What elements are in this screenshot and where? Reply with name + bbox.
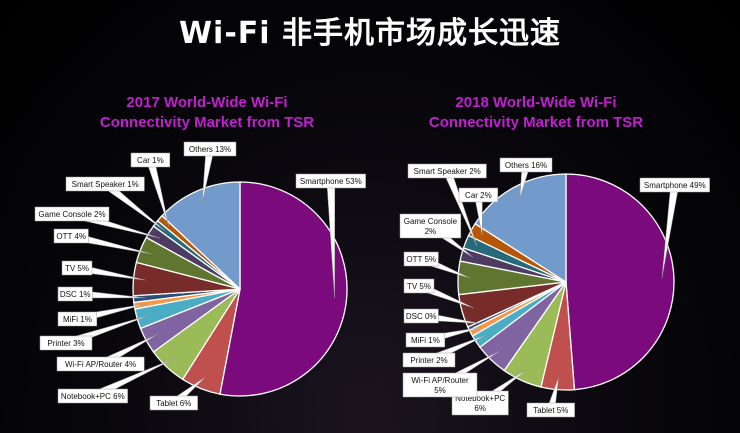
callout-box	[403, 308, 439, 324]
slice-label: Game Console 2%	[38, 210, 105, 219]
callout-pointer	[146, 158, 169, 227]
slice-label: MiFi 1%	[411, 336, 440, 345]
callout-box	[405, 332, 446, 348]
callout-box	[53, 228, 89, 244]
callout-box	[183, 141, 237, 157]
callout-box	[403, 278, 435, 294]
slice-label: Smart Speaker 2%	[414, 167, 481, 176]
callout-box	[295, 173, 366, 189]
slice-label: Tablet 6%	[156, 399, 191, 408]
slice-label: OTT 4%	[56, 232, 86, 241]
chart-title-line: Connectivity Market from TSR	[428, 114, 644, 131]
slice-label: Wi-Fi AP/Router 4%	[65, 360, 136, 369]
callout-box	[57, 286, 93, 302]
slice-label: Car 2%	[465, 191, 492, 200]
slice-label: Printer 3%	[47, 339, 84, 348]
callout-box	[39, 335, 93, 351]
slice-label: Car 1%	[137, 156, 164, 165]
slice-label: DSC 0%	[406, 312, 437, 321]
chart-title-2017: 2017 World-Wide Wi-Fi Connectivity Marke…	[57, 93, 357, 133]
callout-box	[407, 163, 487, 179]
chart-title-line: 2018 World-Wide Wi-Fi	[455, 94, 617, 111]
pie-slice	[565, 173, 675, 391]
slice-label: Smartphone 53%	[300, 177, 362, 186]
slice-label: 6%	[474, 404, 486, 413]
callout-box	[403, 251, 439, 267]
callout-box	[499, 157, 553, 173]
slice-label: Others 16%	[505, 161, 547, 170]
callout-box	[57, 311, 98, 327]
slice-label: 2%	[425, 227, 437, 236]
pie-chart-0: Smartphone 53% Tablet 6% Notebook+PC 6% Wi-…	[34, 141, 366, 411]
callout-box	[402, 352, 456, 368]
slice-label: Notebook+PC	[455, 394, 505, 403]
slice-label: Printer 2%	[410, 356, 447, 365]
callout-box	[65, 176, 145, 192]
slice-label: Game Console	[404, 217, 458, 226]
callout-box	[56, 356, 145, 372]
slice-label: Smart Speaker 1%	[72, 180, 139, 189]
callout-box	[639, 177, 710, 193]
callout-box	[34, 206, 110, 222]
slice-label: Wi-Fi AP/Router	[411, 376, 469, 385]
callout-box	[399, 213, 462, 239]
pie-slice	[219, 181, 348, 397]
pie-chart-1: Smartphone 49% Tablet 5% Notebook+PC6% Wi-F…	[399, 157, 710, 418]
slice-label: TV 5%	[407, 282, 431, 291]
callout-box	[149, 395, 198, 411]
callout-box	[130, 152, 171, 168]
slice-label: Notebook+PC 6%	[61, 392, 125, 401]
chart-title-2018: 2018 World-Wide Wi-Fi Connectivity Marke…	[386, 93, 686, 133]
slice-label: Others 13%	[189, 145, 231, 154]
callout-box	[526, 402, 575, 418]
callout-box	[402, 372, 478, 398]
slice-label: Smartphone 49%	[644, 181, 706, 190]
slice-label: OTT 5%	[406, 255, 436, 264]
slice-label: DSC 1%	[60, 290, 91, 299]
callout-box	[458, 187, 499, 203]
slice-label: 5%	[434, 386, 446, 395]
slice-label: Tablet 5%	[533, 406, 568, 415]
page-title: Wi-Fi 非手机市场成长迅速	[178, 16, 562, 51]
slice-label: MiFi 1%	[63, 315, 92, 324]
callout-box	[61, 260, 93, 276]
slice-label: TV 5%	[65, 264, 89, 273]
callout-box	[57, 388, 128, 404]
chart-title-line: Connectivity Market from TSR	[99, 114, 315, 131]
chart-title-line: 2017 World-Wide Wi-Fi	[126, 94, 288, 111]
